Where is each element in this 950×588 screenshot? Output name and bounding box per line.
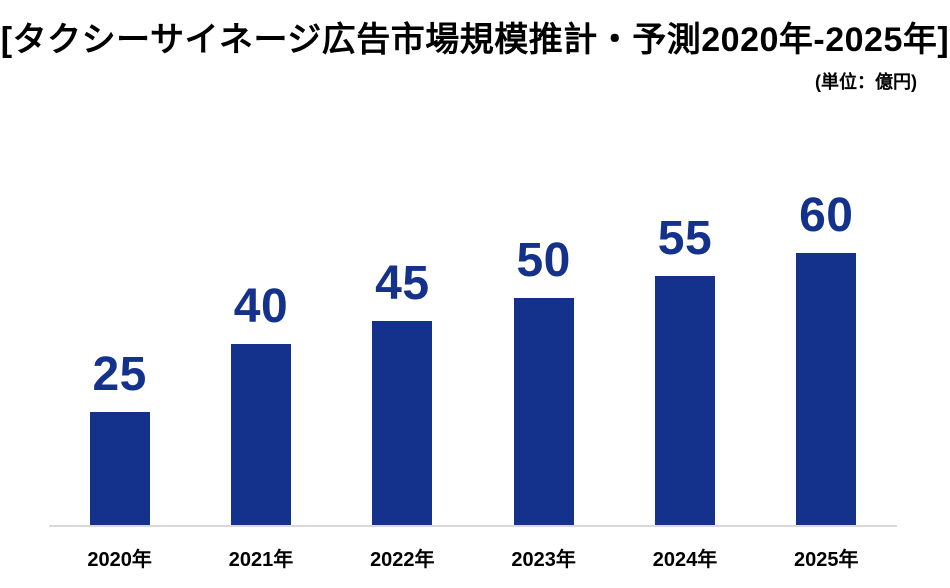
- bar-column-2025: 60: [756, 192, 897, 525]
- x-axis-label-2023: 2023年: [511, 549, 576, 571]
- bar-column-2020: 25: [49, 351, 190, 525]
- bar-column-2024: 55: [614, 215, 755, 525]
- bar-2025: [796, 253, 857, 525]
- x-axis-line: [49, 525, 897, 527]
- bar-2021: [230, 344, 291, 525]
- bar-value-label: 50: [516, 234, 571, 287]
- bar-2022: [372, 321, 433, 525]
- bar-value-label: 45: [375, 257, 430, 310]
- bar-value-label: 25: [92, 348, 147, 401]
- bar-plot-area: 25 40 45 50 55 60: [49, 0, 897, 525]
- x-axis-label-2020: 2020年: [87, 549, 152, 571]
- x-axis-label-2021: 2021年: [228, 549, 294, 571]
- chart-title: [タクシーサイネージ広告市場規模推計・予測2020年-2025年]: [0, 21, 950, 59]
- bar-2020: [89, 412, 150, 525]
- bar-value-label: 40: [233, 280, 289, 333]
- x-axis-label-2022: 2022年: [370, 549, 435, 571]
- bar-value-label: 60: [799, 189, 854, 242]
- x-axis-label-2025: 2025年: [794, 549, 859, 571]
- bar-column-2022: 45: [332, 260, 473, 525]
- x-axis-labels: 2020年 2021年 2022年 2023年 2024年 2025年: [49, 543, 897, 572]
- bar-2023: [513, 298, 574, 525]
- bar-column-2023: 50: [473, 237, 614, 525]
- bar-2024: [654, 276, 715, 525]
- bar-value-label: 55: [657, 212, 713, 265]
- bar-column-2021: 40: [190, 283, 331, 525]
- x-axis-label-2024: 2024年: [652, 549, 718, 571]
- unit-note: (単位：億円): [815, 72, 917, 92]
